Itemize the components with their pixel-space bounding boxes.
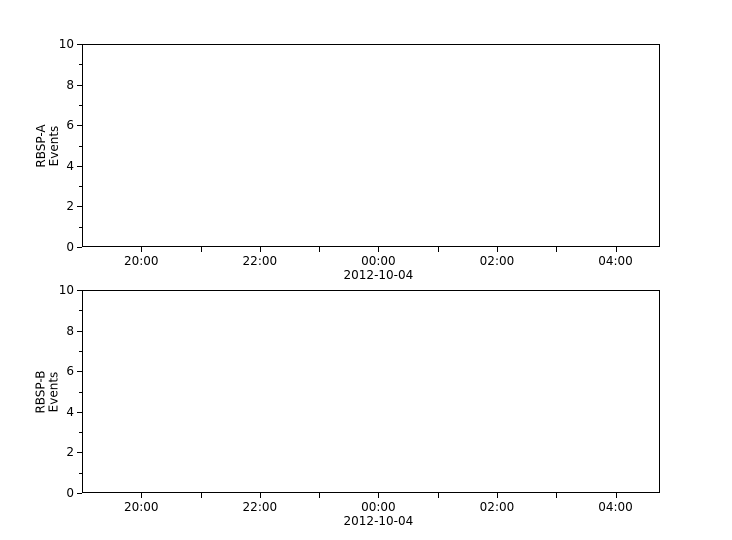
y-tick-minor (79, 472, 82, 474)
x-axis-date-label-rbsp-a: 2012-10-04 (343, 268, 414, 282)
y-axis-label-line-1: RBSP-A (33, 123, 48, 168)
y-tick-minor (79, 186, 82, 188)
x-tick-minor (556, 493, 558, 498)
x-tick-label: 20:00 (123, 500, 159, 514)
y-tick-label: 0 (66, 486, 74, 500)
y-tick-minor (79, 350, 82, 352)
x-tick-label: 00:00 (361, 500, 396, 514)
x-tick-minor (437, 247, 439, 252)
y-tick-label: 4 (66, 158, 74, 173)
y-tick-label: 4 (66, 404, 74, 419)
x-tick-major (378, 247, 380, 252)
x-tick-major (378, 493, 380, 498)
y-tick-label: 2 (66, 445, 74, 460)
x-tick-label: 04:00 (598, 500, 633, 514)
y-axis-label-rbsp-a: RBSP-A Events (33, 123, 62, 168)
x-tick-minor (556, 247, 558, 252)
x-axis-date-label-rbsp-b: 2012-10-04 (343, 514, 414, 528)
y-tick-major (77, 206, 82, 208)
x-tick-major (496, 493, 498, 498)
y-tick-minor (79, 145, 82, 147)
x-tick-major (615, 493, 617, 498)
chart-panel-rbsp-a: RBSP-A Events 0 2 4 6 8 10 20:00 22:00 00:00 02:… (34, 38, 660, 281)
y-tick-label: 6 (66, 364, 74, 379)
y-tick-major (77, 371, 82, 373)
x-tick-minor (319, 247, 321, 252)
y-tick-label: 2 (66, 199, 74, 214)
y-axis-label-rbsp-b: RBSP-B Events (33, 369, 62, 414)
x-tick-minor (437, 493, 439, 498)
x-tick-major (141, 247, 143, 252)
x-tick-major (496, 247, 498, 252)
y-tick-major (77, 165, 82, 167)
x-tick-label: 00:00 (361, 254, 396, 268)
y-tick-minor (79, 310, 82, 312)
y-tick-major (77, 44, 82, 45)
x-tick-label: 02:00 (479, 500, 515, 514)
y-tick-major (77, 452, 82, 454)
x-tick-label: 02:00 (479, 254, 515, 268)
y-tick-major (77, 330, 82, 332)
y-tick-minor (79, 226, 82, 228)
y-tick-label: 6 (66, 118, 74, 133)
y-tick-label: 10 (58, 37, 74, 51)
y-tick-minor (79, 64, 82, 66)
x-tick-major (259, 247, 261, 252)
y-tick-major (77, 493, 82, 494)
x-tick-label: 20:00 (123, 254, 159, 268)
plot-frame-rbsp-b (82, 290, 660, 493)
x-tick-minor (200, 247, 202, 252)
y-tick-minor (79, 391, 82, 393)
x-tick-label: 04:00 (598, 254, 633, 268)
y-tick-major (77, 247, 82, 248)
y-tick-label: 0 (66, 240, 74, 254)
x-tick-minor (319, 493, 321, 498)
y-tick-label: 10 (58, 283, 74, 297)
y-tick-minor (79, 432, 82, 434)
x-tick-label: 22:00 (242, 254, 278, 268)
x-tick-major (615, 247, 617, 252)
x-tick-minor (200, 493, 202, 498)
y-axis-label-line-1: RBSP-B (33, 369, 48, 414)
x-tick-major (259, 493, 261, 498)
y-axis-label-line-2: Events (47, 125, 61, 166)
y-tick-label: 8 (66, 77, 74, 92)
plot-frame-rbsp-a (82, 44, 660, 247)
y-tick-minor (79, 104, 82, 106)
chart-panel-rbsp-b: RBSP-B Events 0 2 4 6 8 10 20:00 22:00 00:00 02:… (34, 284, 660, 527)
y-tick-major (77, 290, 82, 291)
y-tick-major (77, 84, 82, 86)
y-tick-major (77, 125, 82, 127)
x-tick-label: 22:00 (242, 500, 278, 514)
y-axis-label-line-2: Events (47, 371, 61, 412)
x-tick-major (141, 493, 143, 498)
y-tick-label: 8 (66, 323, 74, 338)
y-tick-major (77, 411, 82, 413)
